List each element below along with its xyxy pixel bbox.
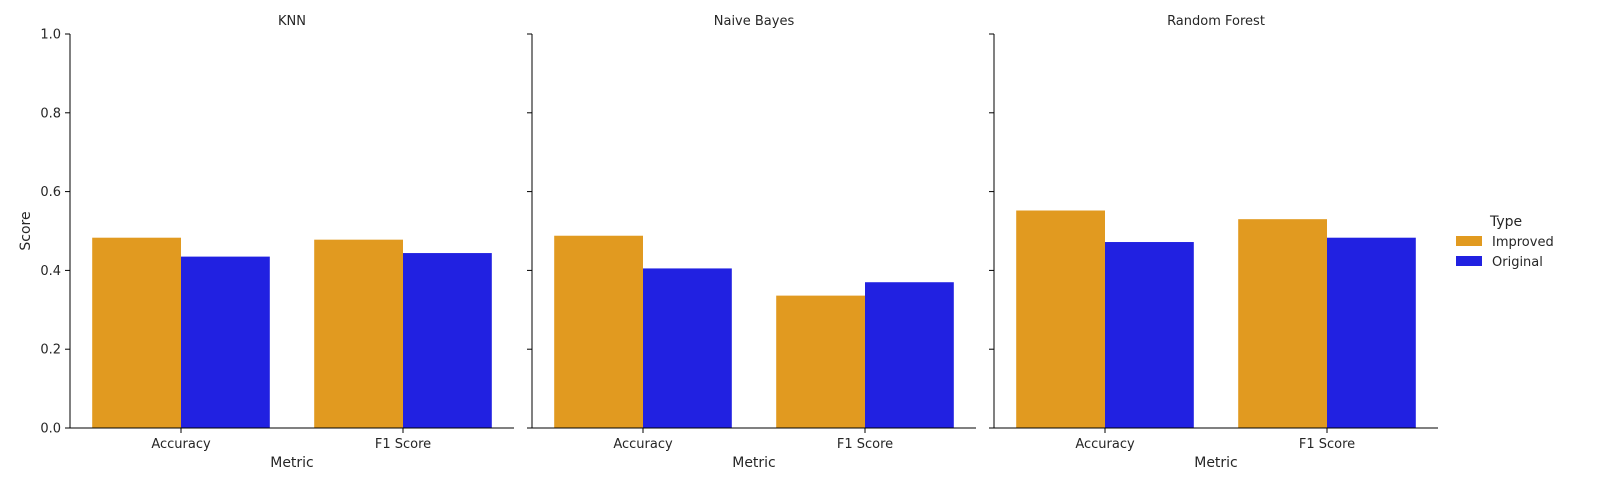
x-tick-label: Accuracy: [613, 437, 673, 452]
y-tick-label: 0.8: [40, 106, 61, 121]
x-axis-label: Metric: [732, 455, 776, 471]
y-tick-label: 0.6: [40, 185, 61, 200]
bar-knn-improved-f1-score: [314, 239, 403, 428]
bar-random-forest-original-f1-score: [1327, 237, 1416, 428]
legend-label-improved: Improved: [1492, 235, 1554, 250]
bar-naive-bayes-improved-accuracy: [554, 235, 643, 428]
bar-knn-original-f1-score: [403, 253, 492, 428]
y-tick-label: 1.0: [40, 28, 61, 43]
bar-random-forest-original-accuracy: [1105, 242, 1194, 428]
legend-swatch-improved: [1456, 236, 1482, 246]
y-tick-label: 0.0: [40, 422, 61, 437]
bar-knn-original-accuracy: [181, 256, 270, 428]
x-tick-label: Accuracy: [1075, 437, 1135, 452]
bar-random-forest-improved-accuracy: [1016, 210, 1105, 428]
legend-label-original: Original: [1492, 255, 1543, 270]
y-axis-label: Score: [18, 211, 34, 250]
bar-naive-bayes-improved-f1-score: [776, 295, 865, 428]
x-axis-label: Metric: [1194, 455, 1238, 471]
panel-title: Naive Bayes: [714, 14, 795, 29]
legend-swatch-original: [1456, 256, 1482, 266]
x-tick-label: F1 Score: [375, 437, 431, 452]
y-tick-label: 0.2: [40, 343, 61, 358]
panel-title: KNN: [278, 14, 306, 29]
bar-knn-improved-accuracy: [92, 237, 181, 428]
bar-naive-bayes-original-f1-score: [865, 282, 954, 428]
x-tick-label: F1 Score: [837, 437, 893, 452]
x-tick-label: F1 Score: [1299, 437, 1355, 452]
bar-naive-bayes-original-accuracy: [643, 268, 732, 428]
legend-title: Type: [1489, 214, 1522, 230]
panel-title: Random Forest: [1167, 14, 1265, 29]
bar-random-forest-improved-f1-score: [1238, 219, 1327, 428]
x-axis-label: Metric: [270, 455, 314, 471]
y-tick-label: 0.4: [40, 264, 61, 279]
x-tick-label: Accuracy: [151, 437, 211, 452]
